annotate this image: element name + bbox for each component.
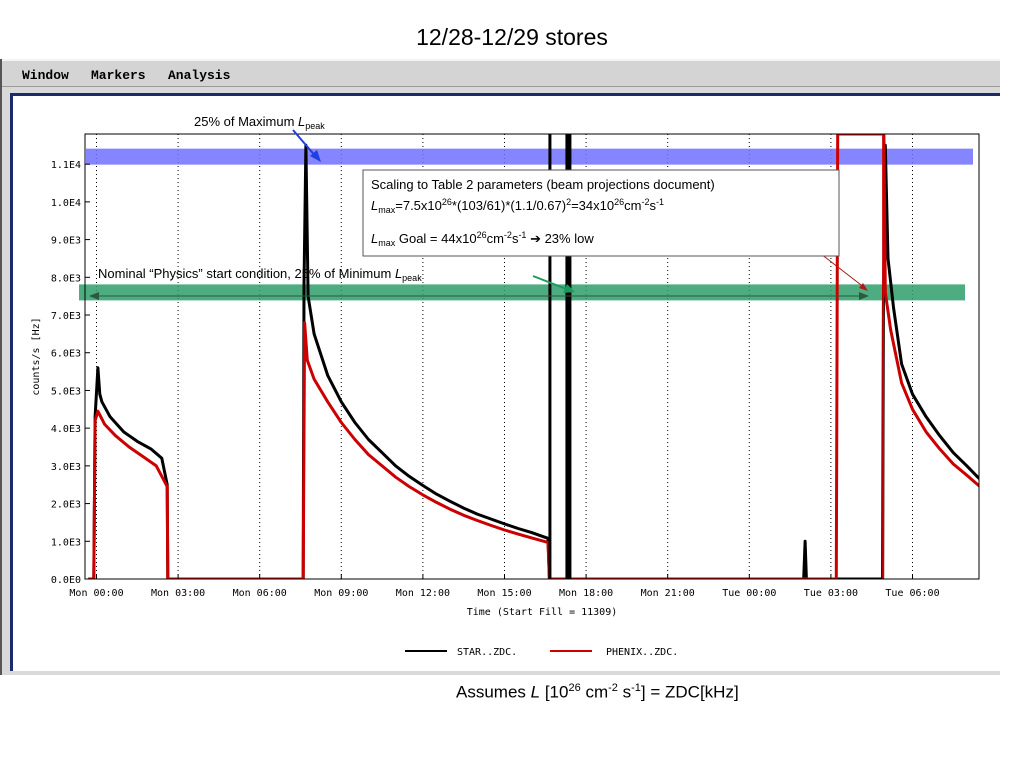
min-arrow-line bbox=[532, 275, 570, 291]
y-tick-label: 1.1E4 bbox=[51, 160, 81, 171]
x-tick-label: Mon 00:00 bbox=[69, 588, 123, 599]
legend-label: PHENIX..ZDC. bbox=[606, 647, 678, 658]
y-axis-label: counts/s [Hz] bbox=[31, 317, 42, 395]
menu-analysis[interactable]: Analysis bbox=[168, 68, 231, 83]
max-band-label: 25% of Maximum Lpeak bbox=[194, 114, 325, 131]
zdc-chart: 0.0E0 1.0E3 2.0E3 3.0E3 4.0E3 5.0E3 6.0E3 7.0E3… bbox=[31, 114, 980, 658]
min-band-label: Nominal “Physics” start condition, 25% o… bbox=[98, 266, 422, 283]
scaling-line-1: Scaling to Table 2 parameters (beam proj… bbox=[371, 177, 715, 192]
y-tick-label: 8.0E3 bbox=[51, 273, 81, 284]
x-tick-label: Mon 15:00 bbox=[477, 588, 531, 599]
menu-window[interactable]: Window bbox=[22, 68, 69, 83]
x-tick-label: Mon 18:00 bbox=[559, 588, 613, 599]
y-tick-label: 2.0E3 bbox=[51, 500, 81, 511]
series-line bbox=[88, 143, 979, 579]
assumption-note: Assumes L [1026 cm-2 s-1] = ZDC[kHz] bbox=[456, 682, 739, 702]
max-arrow-head bbox=[310, 150, 321, 162]
x-tick-label: Mon 06:00 bbox=[233, 588, 287, 599]
start-condition-arrowhead-right bbox=[859, 292, 869, 300]
x-tick-label: Mon 09:00 bbox=[314, 588, 368, 599]
box-pointer-head bbox=[859, 283, 868, 291]
x-tick-label: Tue 06:00 bbox=[885, 588, 939, 599]
menu-bar: Window Markers Analysis bbox=[2, 59, 1000, 87]
series-line bbox=[88, 134, 979, 579]
y-tick-label: 5.0E3 bbox=[51, 386, 81, 397]
x-tick-label: Tue 00:00 bbox=[722, 588, 776, 599]
max-arrow-line bbox=[292, 129, 318, 159]
max-band bbox=[86, 148, 973, 165]
box-pointer-line bbox=[820, 253, 866, 289]
start-condition-arrowhead-left bbox=[89, 292, 99, 300]
menu-markers[interactable]: Markers bbox=[91, 68, 146, 83]
x-tick-label: Tue 03:00 bbox=[804, 588, 858, 599]
scaling-line-3: Lmax Goal = 44x1026cm-2s-1 ➔ 23% low bbox=[371, 230, 594, 248]
scope-window: Window Markers Analysis 0.0E0 1.0E3 2.0E3 3… bbox=[0, 59, 1000, 675]
x-tick-label: Mon 03:00 bbox=[151, 588, 205, 599]
x-tick-label: Mon 21:00 bbox=[641, 588, 695, 599]
slide-title: 12/28-12/29 stores bbox=[416, 24, 608, 50]
plot-panel: 0.0E0 1.0E3 2.0E3 3.0E3 4.0E3 5.0E3 6.0E3 7.0E3… bbox=[10, 93, 1000, 671]
x-tick-label: Mon 12:00 bbox=[396, 588, 450, 599]
x-axis-label: Time (Start Fill = 11309) bbox=[467, 607, 618, 618]
min-band bbox=[79, 284, 965, 301]
y-tick-label: 7.0E3 bbox=[51, 311, 81, 322]
y-tick-label: 0.0E0 bbox=[51, 575, 81, 586]
y-tick-label: 1.0E3 bbox=[51, 537, 81, 548]
y-tick-label: 1.0E4 bbox=[51, 198, 81, 209]
legend-label: STAR..ZDC. bbox=[457, 647, 517, 658]
plot-frame bbox=[84, 133, 980, 580]
min-arrow-head bbox=[563, 284, 575, 293]
y-tick-label: 4.0E3 bbox=[51, 424, 81, 435]
scaling-box bbox=[362, 169, 840, 257]
y-tick-label: 3.0E3 bbox=[51, 462, 81, 473]
y-tick-label: 6.0E3 bbox=[51, 349, 81, 360]
y-tick-label: 9.0E3 bbox=[51, 236, 81, 247]
scaling-line-2: Lmax=7.5x1026*(103/61)*(1.1/0.67)2=34x10… bbox=[371, 197, 664, 215]
